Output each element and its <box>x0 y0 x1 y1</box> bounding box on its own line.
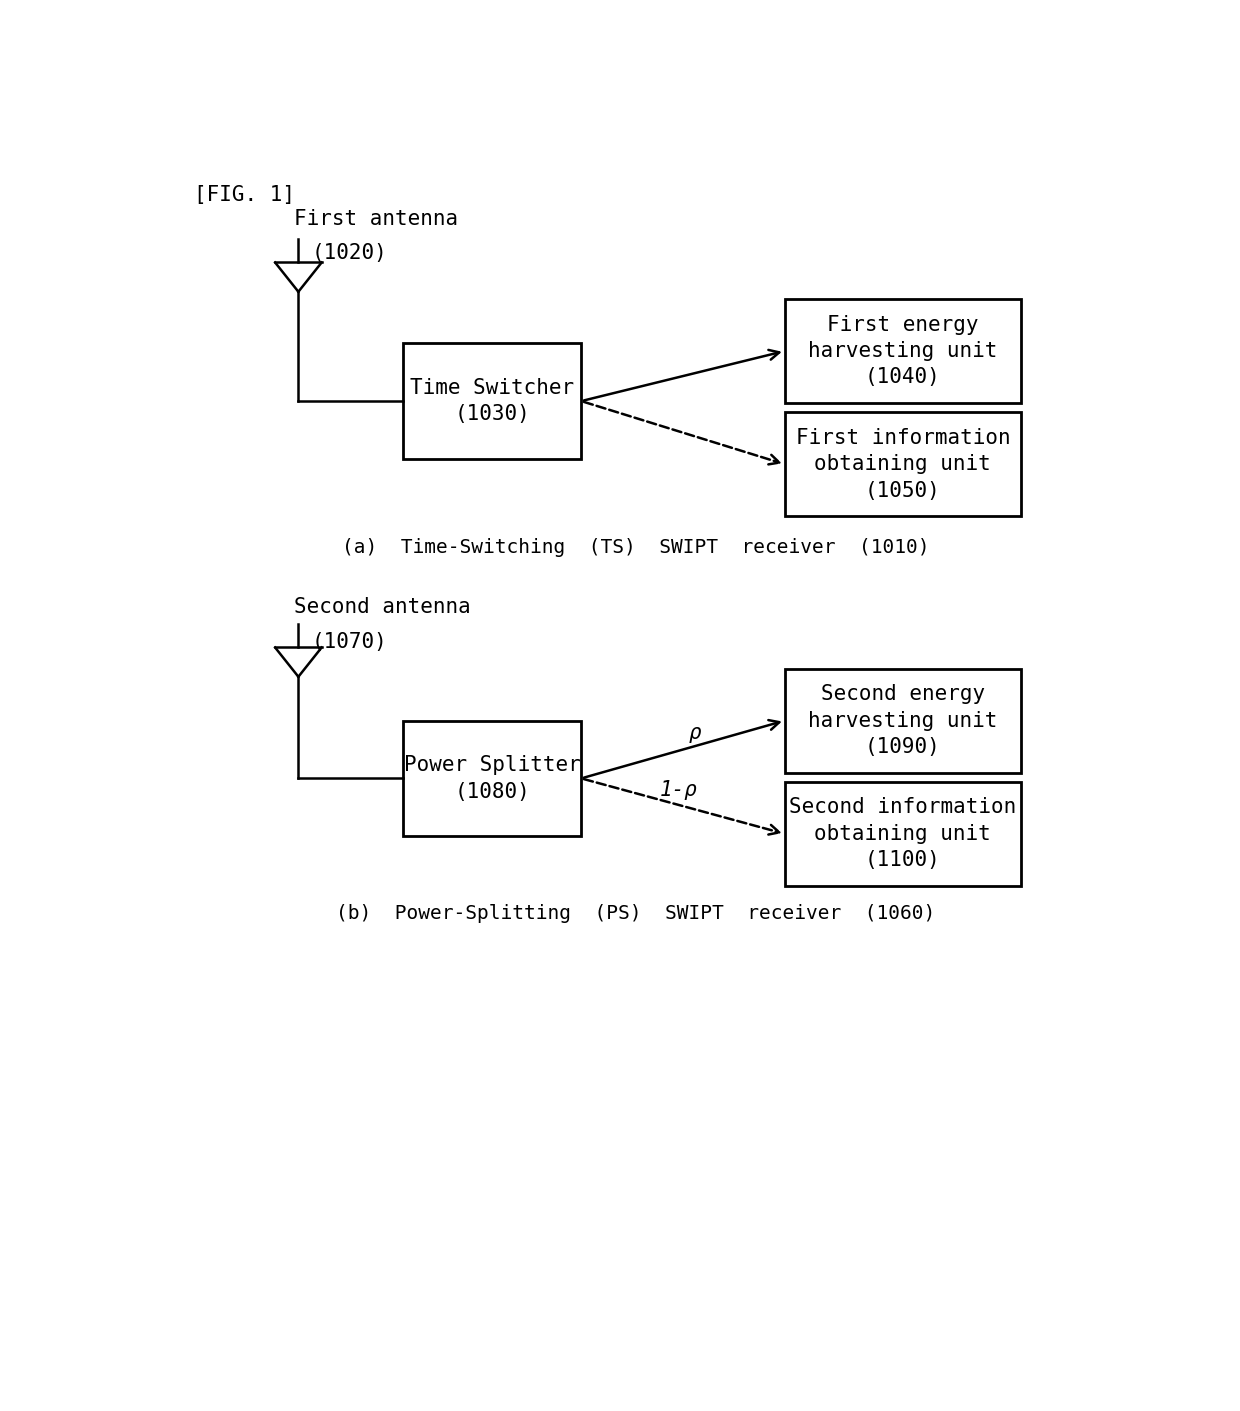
Bar <box>785 412 1021 516</box>
Text: Power Splitter
(1080): Power Splitter (1080) <box>404 755 580 801</box>
Bar <box>403 721 582 837</box>
Text: Second antenna: Second antenna <box>295 597 471 618</box>
Bar <box>785 669 1021 773</box>
Text: (1070): (1070) <box>311 632 387 652</box>
Text: Second energy
harvesting unit
(1090): Second energy harvesting unit (1090) <box>808 684 997 758</box>
Bar <box>785 299 1021 404</box>
Text: 1-ρ: 1-ρ <box>660 780 698 800</box>
Text: First information
obtaining unit
(1050): First information obtaining unit (1050) <box>796 428 1011 501</box>
Text: (a)  Time-Switching  (TS)  SWIPT  receiver  (1010): (a) Time-Switching (TS) SWIPT receiver (… <box>342 538 929 557</box>
Text: First antenna: First antenna <box>295 209 459 229</box>
Text: Time Switcher
(1030): Time Switcher (1030) <box>410 378 574 425</box>
Text: ρ: ρ <box>688 724 701 744</box>
Bar <box>403 343 582 459</box>
Text: (1020): (1020) <box>311 243 387 264</box>
Bar <box>785 782 1021 886</box>
Text: Second information
obtaining unit
(1100): Second information obtaining unit (1100) <box>789 797 1017 871</box>
Text: (b)  Power-Splitting  (PS)  SWIPT  receiver  (1060): (b) Power-Splitting (PS) SWIPT receiver … <box>336 903 935 923</box>
Text: First energy
harvesting unit
(1040): First energy harvesting unit (1040) <box>808 315 997 388</box>
Text: [FIG. 1]: [FIG. 1] <box>193 185 295 206</box>
